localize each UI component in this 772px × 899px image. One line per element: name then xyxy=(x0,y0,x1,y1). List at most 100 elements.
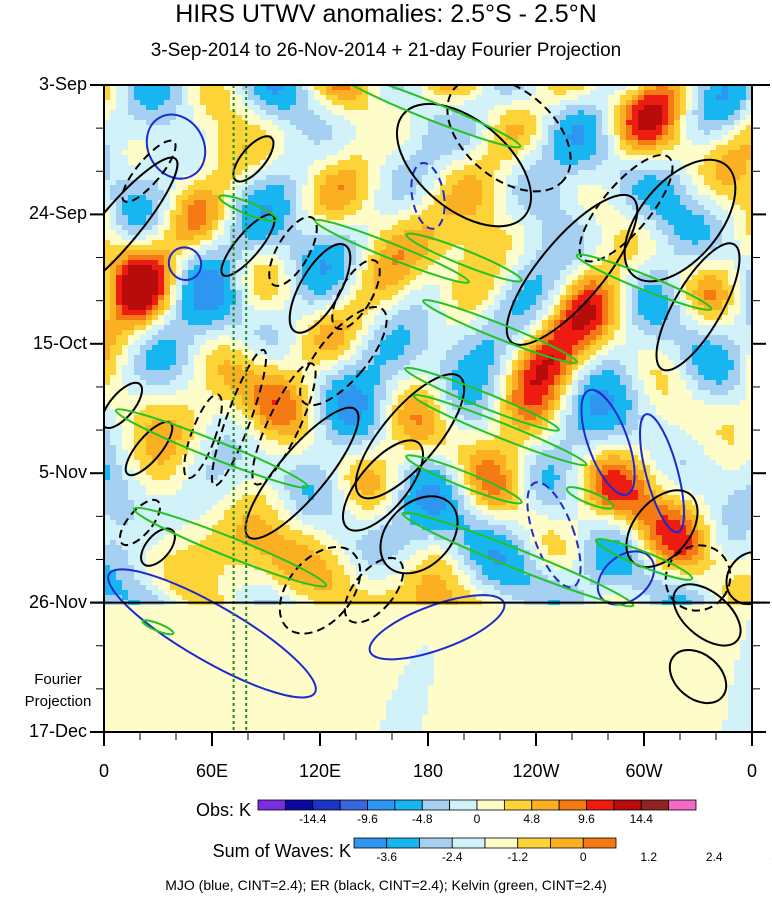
field-cell xyxy=(518,290,525,296)
field-cell xyxy=(452,290,459,296)
field-cell xyxy=(128,90,135,96)
field-cell xyxy=(512,180,519,186)
field-cell xyxy=(422,165,429,171)
field-cell xyxy=(686,250,693,256)
field-cell xyxy=(566,200,573,206)
field-cell xyxy=(344,105,351,111)
field-cell xyxy=(362,85,369,91)
field-cell xyxy=(746,255,752,261)
field-cell xyxy=(494,105,501,111)
field-cell xyxy=(602,140,609,146)
field-cell xyxy=(104,250,111,256)
field-cell xyxy=(482,160,489,166)
field-cell xyxy=(188,280,195,286)
field-cell xyxy=(410,270,417,276)
field-cell xyxy=(194,110,201,116)
field-cell xyxy=(578,285,585,291)
field-cell xyxy=(380,90,387,96)
field-cell xyxy=(278,195,285,201)
field-cell xyxy=(458,160,465,166)
field-cell xyxy=(398,145,405,151)
field-cell xyxy=(146,115,153,121)
field-cell xyxy=(104,180,111,186)
field-cell xyxy=(314,140,321,146)
field-cell xyxy=(290,220,297,226)
field-cell xyxy=(416,170,423,176)
field-cell xyxy=(278,250,285,256)
field-cell xyxy=(632,305,639,311)
field-cell xyxy=(416,165,423,171)
field-cell xyxy=(344,250,351,256)
field-cell xyxy=(584,180,591,186)
field-cell xyxy=(554,180,561,186)
field-cell xyxy=(116,290,123,296)
field-cell xyxy=(668,215,675,221)
field-cell xyxy=(164,160,171,166)
field-cell xyxy=(662,210,669,216)
field-cell xyxy=(278,180,285,186)
field-cell xyxy=(188,205,195,211)
field-cell xyxy=(566,265,573,271)
field-cell xyxy=(476,185,483,191)
field-cell xyxy=(746,95,752,101)
field-cell xyxy=(332,170,339,176)
field-cell xyxy=(410,275,417,281)
field-cell xyxy=(134,250,141,256)
field-cell xyxy=(212,150,219,156)
field-cell xyxy=(152,315,159,321)
field-cell xyxy=(368,285,375,291)
field-cell xyxy=(488,280,495,286)
field-cell xyxy=(284,135,291,141)
field-cell xyxy=(512,140,519,146)
field-cell xyxy=(650,210,657,216)
field-cell xyxy=(710,125,717,131)
field-cell xyxy=(350,260,357,266)
field-cell xyxy=(392,245,399,251)
field-cell xyxy=(188,165,195,171)
field-cell xyxy=(158,205,165,211)
field-cell xyxy=(584,110,591,116)
field-cell xyxy=(512,175,519,181)
field-cell xyxy=(548,305,555,311)
field-cell xyxy=(626,125,633,131)
field-cell xyxy=(374,115,381,121)
field-cell xyxy=(422,300,429,306)
field-cell xyxy=(680,150,687,156)
field-cell xyxy=(662,115,669,121)
field-cell xyxy=(680,190,687,196)
field-cell xyxy=(680,300,687,306)
field-cell xyxy=(266,120,273,126)
field-cell xyxy=(626,290,633,296)
field-cell xyxy=(728,105,735,111)
field-cell xyxy=(128,270,135,276)
field-cell xyxy=(176,115,183,121)
field-cell xyxy=(116,170,123,176)
field-cell xyxy=(272,135,279,141)
field-cell xyxy=(380,125,387,131)
field-cell xyxy=(548,95,555,101)
field-cell xyxy=(308,260,315,266)
field-cell xyxy=(446,220,453,226)
field-cell xyxy=(158,170,165,176)
field-cell xyxy=(278,245,285,251)
field-cell xyxy=(602,160,609,166)
field-cell xyxy=(620,85,627,91)
field-cell xyxy=(236,255,243,261)
field-cell xyxy=(614,230,621,236)
field-cell xyxy=(224,135,231,141)
field-cell xyxy=(590,260,597,266)
field-cell xyxy=(620,280,627,286)
field-cell xyxy=(302,130,309,136)
field-cell xyxy=(164,275,171,281)
field-cell xyxy=(248,150,255,156)
field-cell xyxy=(122,140,129,146)
field-cell xyxy=(326,120,333,126)
field-cell xyxy=(200,230,207,236)
field-cell xyxy=(158,120,165,126)
field-cell xyxy=(152,195,159,201)
field-cell xyxy=(200,270,207,276)
field-cell xyxy=(596,310,603,316)
field-cell xyxy=(434,215,441,221)
field-cell xyxy=(644,85,651,91)
field-cell xyxy=(428,280,435,286)
